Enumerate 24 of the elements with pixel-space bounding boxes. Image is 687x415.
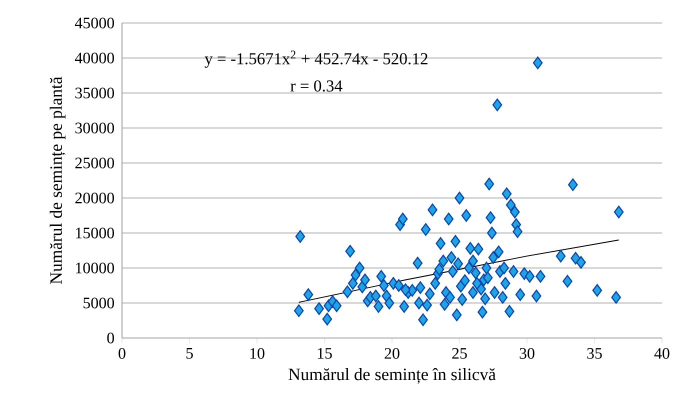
y-tick-label: 5000	[84, 298, 114, 308]
x-axis-title: Numărul de semințe în silicvă	[288, 368, 496, 384]
x-tick-label: 30	[520, 348, 534, 359]
y-axis-title: Numărul de semințe pe plantă	[50, 76, 66, 284]
x-tick-label: 15	[318, 348, 332, 359]
x-tick-label: 5	[186, 348, 193, 359]
x-tick-label: 20	[384, 348, 400, 359]
annotation: y = -1.5671x$^{2}$ + 452.74x - 520.12	[204, 50, 428, 68]
y-tick-label: 40000	[74, 52, 114, 64]
y-tick-label: 0	[107, 332, 114, 344]
x-tick-label: 10	[250, 348, 264, 359]
line-series	[298, 240, 620, 303]
x-tick-label: 25	[452, 348, 467, 359]
y-tick-label: 30000	[75, 122, 114, 134]
x-tick-label: 35	[587, 348, 602, 359]
x-tick-label: 0	[118, 348, 126, 359]
y-tick-label: 25000	[75, 158, 114, 168]
annotation: r = 0.34	[290, 80, 342, 92]
y-tick-label: 15000	[76, 228, 114, 238]
y-tick-label: 10000	[76, 262, 114, 274]
y-tick-label: 20000	[75, 192, 114, 204]
y-tick-label: 35000	[75, 88, 114, 98]
x-tick-label: 40	[654, 348, 670, 359]
y-tick-label: 45000	[74, 18, 114, 28]
